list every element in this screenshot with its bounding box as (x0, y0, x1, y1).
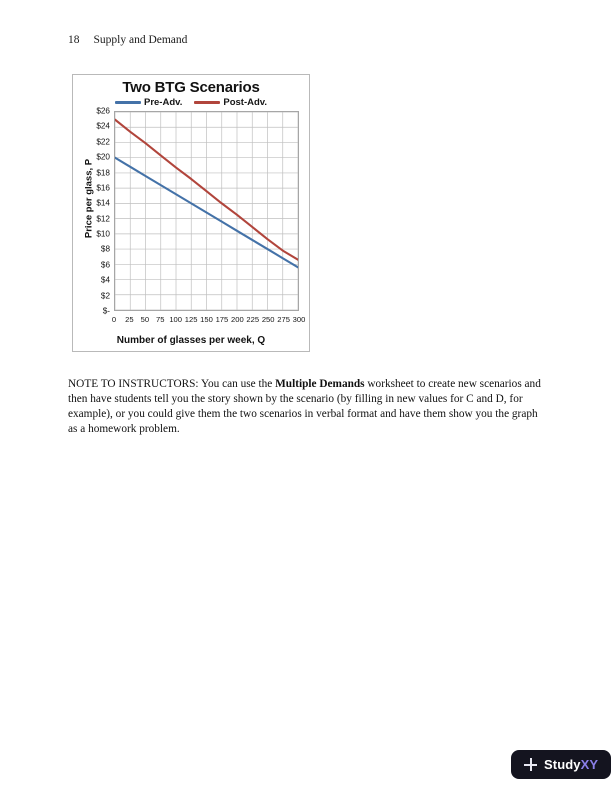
x-tick-label: 200 (230, 315, 244, 324)
legend-label-post-adv: Post-Adv. (223, 97, 267, 108)
y-tick-label: $26 (96, 106, 110, 116)
y-tick-label: $22 (96, 137, 110, 147)
chart-legend: Pre-Adv. Post-Adv. (73, 97, 309, 108)
y-tick-label: $20 (96, 152, 110, 162)
running-head-title: Supply and Demand (93, 34, 188, 46)
x-tick-label: 150 (200, 315, 213, 324)
chart-container: Two BTG Scenarios Pre-Adv. Post-Adv. Pri… (72, 74, 310, 352)
studyxy-wordmark: StudyXY (544, 757, 598, 772)
note-bold-term: Multiple Demands (275, 378, 365, 391)
y-tick-label: $14 (96, 198, 110, 208)
x-tick-label: 125 (184, 315, 198, 324)
x-tick-label: 250 (261, 315, 275, 324)
legend-swatch-pre-adv (114, 101, 141, 104)
y-tick-label: $2 (100, 291, 110, 301)
x-tick-label: 25 (125, 315, 134, 324)
y-tick-label: $8 (100, 244, 110, 254)
y-tick-label: $12 (96, 214, 110, 224)
y-tick-label: $- (102, 306, 110, 316)
y-tick-label: $24 (96, 121, 110, 131)
x-tick-label: 75 (156, 315, 165, 324)
y-axis-title: Price per glass, P (83, 158, 95, 239)
page-running-head: 18 Supply and Demand (68, 34, 187, 46)
x-tick-label: 50 (140, 315, 150, 324)
x-tick-label: 275 (277, 315, 290, 324)
y-tick-label: $16 (96, 183, 110, 193)
studyxy-badge[interactable]: StudyXY (511, 750, 612, 779)
chart-title: Two BTG Scenarios (122, 79, 260, 96)
x-tick-label: 225 (246, 315, 260, 324)
y-tick-label: $4 (100, 275, 110, 285)
studyxy-name-main: Study (544, 757, 581, 772)
note-lead: NOTE TO INSTRUCTORS: You can use the (68, 378, 276, 391)
chart-series-lines (115, 118, 298, 269)
plot-area (114, 111, 299, 311)
legend-swatch-post-adv (194, 101, 221, 104)
note-rest: worksheet to create new scenarios and th… (68, 378, 541, 436)
studyxy-name-accent: XY (580, 757, 599, 772)
instructor-note: NOTE TO INSTRUCTORS: You can use the Mul… (68, 377, 542, 437)
x-tick-label: 0 (111, 315, 117, 324)
legend-item-post-adv: Post-Adv. (194, 97, 267, 108)
legend-label-pre-adv: Pre-Adv. (143, 97, 183, 108)
x-tick-label: 100 (169, 315, 182, 324)
x-tick-label: 300 (292, 315, 306, 324)
x-axis-title: Number of glasses per week, Q (116, 335, 266, 346)
y-tick-label: $6 (100, 260, 110, 270)
page-number: 18 (68, 34, 80, 46)
x-tick-label: 175 (215, 315, 229, 324)
y-tick-label: $10 (96, 229, 110, 239)
y-tick-label: $18 (96, 168, 110, 178)
plus-icon (524, 758, 537, 771)
legend-item-pre-adv: Pre-Adv. (114, 97, 183, 108)
